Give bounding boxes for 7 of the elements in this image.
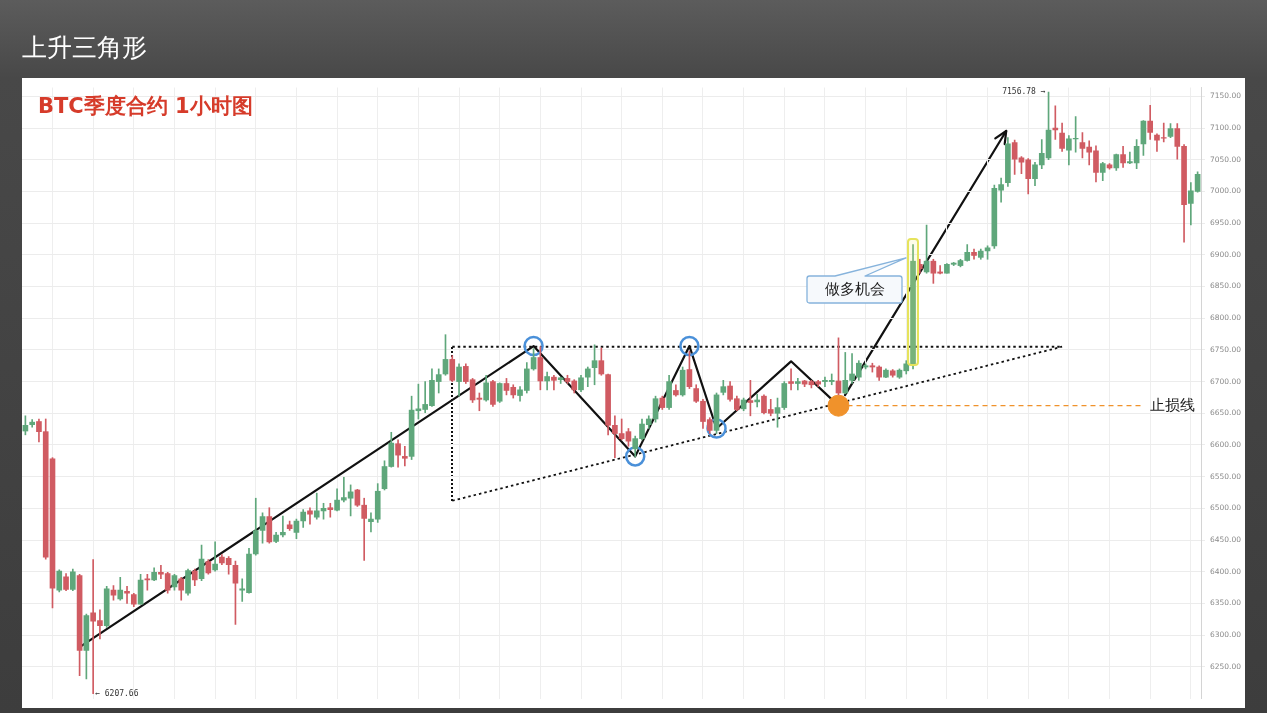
chart-subtitle: BTC季度合约 1小时图 [38,94,253,119]
annotation: ← 6207.66 [95,688,139,698]
annotation: 做多机会 [823,278,886,300]
ref-line-label: 止损线 [1150,395,1195,414]
callout-box: 做多机会 [807,256,907,303]
annotation: 7156.78 → [1002,87,1046,97]
chart-title: 上升三角形 [22,33,147,63]
